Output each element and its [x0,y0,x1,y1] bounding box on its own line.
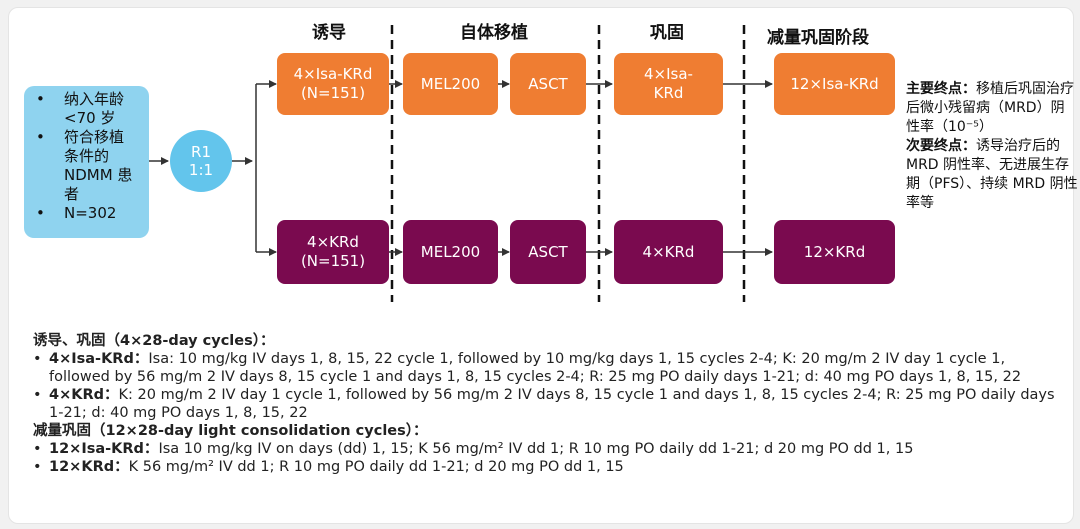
phase-induction: 诱导 [312,23,346,43]
arm-a-consolidation-line1: 4×Isa- [644,65,693,83]
primary-endpoint-label: 主要终点： [906,81,976,97]
notes-row-text: K: 20 mg/m 2 IV day 1 cycle 1, followed … [49,387,1055,421]
phase-consolidation: 巩固 [650,23,684,43]
randomization-label: R1 [191,143,211,161]
notes-row: 12×KRd：K 56 mg/m² IV dd 1; R 10 mg PO da… [33,458,1063,476]
notes-row-label: 4×Isa-KRd： [49,351,149,367]
arm-a-light-box: 12×Isa-KRd [774,53,895,115]
notes-heading-light: 减量巩固（12×28-day light consolidation cycle… [33,423,428,439]
endpoints-text: 主要终点：移植后巩固治疗后微小残留病（MRD）阴性率（10⁻⁵） 次要终点：诱导… [906,80,1078,213]
randomization-ratio: 1:1 [188,161,214,179]
arm-a-induction-n: (N=151) [300,84,366,102]
arm-b-asct-box: ASCT [510,220,586,284]
arm-a-mel-box: MEL200 [403,53,498,115]
secondary-endpoint-label: 次要终点： [906,138,976,154]
arm-b-consolidation-box: 4×KRd [614,220,723,284]
phase-light-consolidation: 减量巩固阶段 [767,28,869,48]
arm-a-induction-label: 4×Isa-KRd [293,65,373,83]
notes-row-label: 12×KRd： [49,459,129,475]
primary-endpoint-text: 移植后巩固治疗后微小残留病（MRD）阴性率（10⁻⁵） [906,81,1074,135]
arm-b-induction-box: 4×KRd (N=151) [277,220,389,284]
arm-b-light-box: 12×KRd [774,220,895,284]
randomization-node: R1 1:1 [170,130,232,192]
dosing-notes: 诱导、巩固（4×28-day cycles）： 4×Isa-KRd：Isa: 1… [33,332,1063,476]
arm-a-induction-box: 4×Isa-KRd (N=151) [277,53,389,115]
notes-row-text: Isa 10 mg/kg IV on days (dd) 1, 15; K 56… [158,441,914,457]
notes-row-label: 4×KRd： [49,387,119,403]
notes-row: 12×Isa-KRd：Isa 10 mg/kg IV on days (dd) … [33,440,1063,458]
eligibility-box: 纳入年龄<70 岁 符合移植条件的 NDMM 患者 N=302 [24,86,149,238]
notes-row: 4×KRd：K: 20 mg/m 2 IV day 1 cycle 1, fol… [33,386,1063,422]
arm-a-consolidation-box: 4×Isa- KRd [614,53,723,115]
notes-row-text: K 56 mg/m² IV dd 1; R 10 mg PO daily dd … [128,459,624,475]
notes-heading-induction: 诱导、巩固（4×28-day cycles）： [33,333,275,349]
phase-asct: 自体移植 [460,23,528,43]
eligibility-item: N=302 [24,204,134,223]
notes-row-text: Isa: 10 mg/kg IV days 1, 8, 15, 22 cycle… [49,351,1022,385]
arm-b-induction-n: (N=151) [300,252,366,270]
eligibility-item: 纳入年龄<70 岁 [24,90,134,128]
notes-row-label: 12×Isa-KRd： [49,441,159,457]
arm-b-mel-box: MEL200 [403,220,498,284]
eligibility-item: 符合移植条件的 NDMM 患者 [24,128,134,204]
notes-row: 4×Isa-KRd：Isa: 10 mg/kg IV days 1, 8, 15… [33,350,1063,386]
arm-b-induction-label: 4×KRd [307,233,359,251]
arm-a-asct-box: ASCT [510,53,586,115]
secondary-endpoint-text: 诱导治疗后的 MRD 阴性率、无进展生存期（PFS）、持续 MRD 阴性率等 [906,138,1078,211]
arm-a-consolidation-line2: KRd [653,84,684,102]
